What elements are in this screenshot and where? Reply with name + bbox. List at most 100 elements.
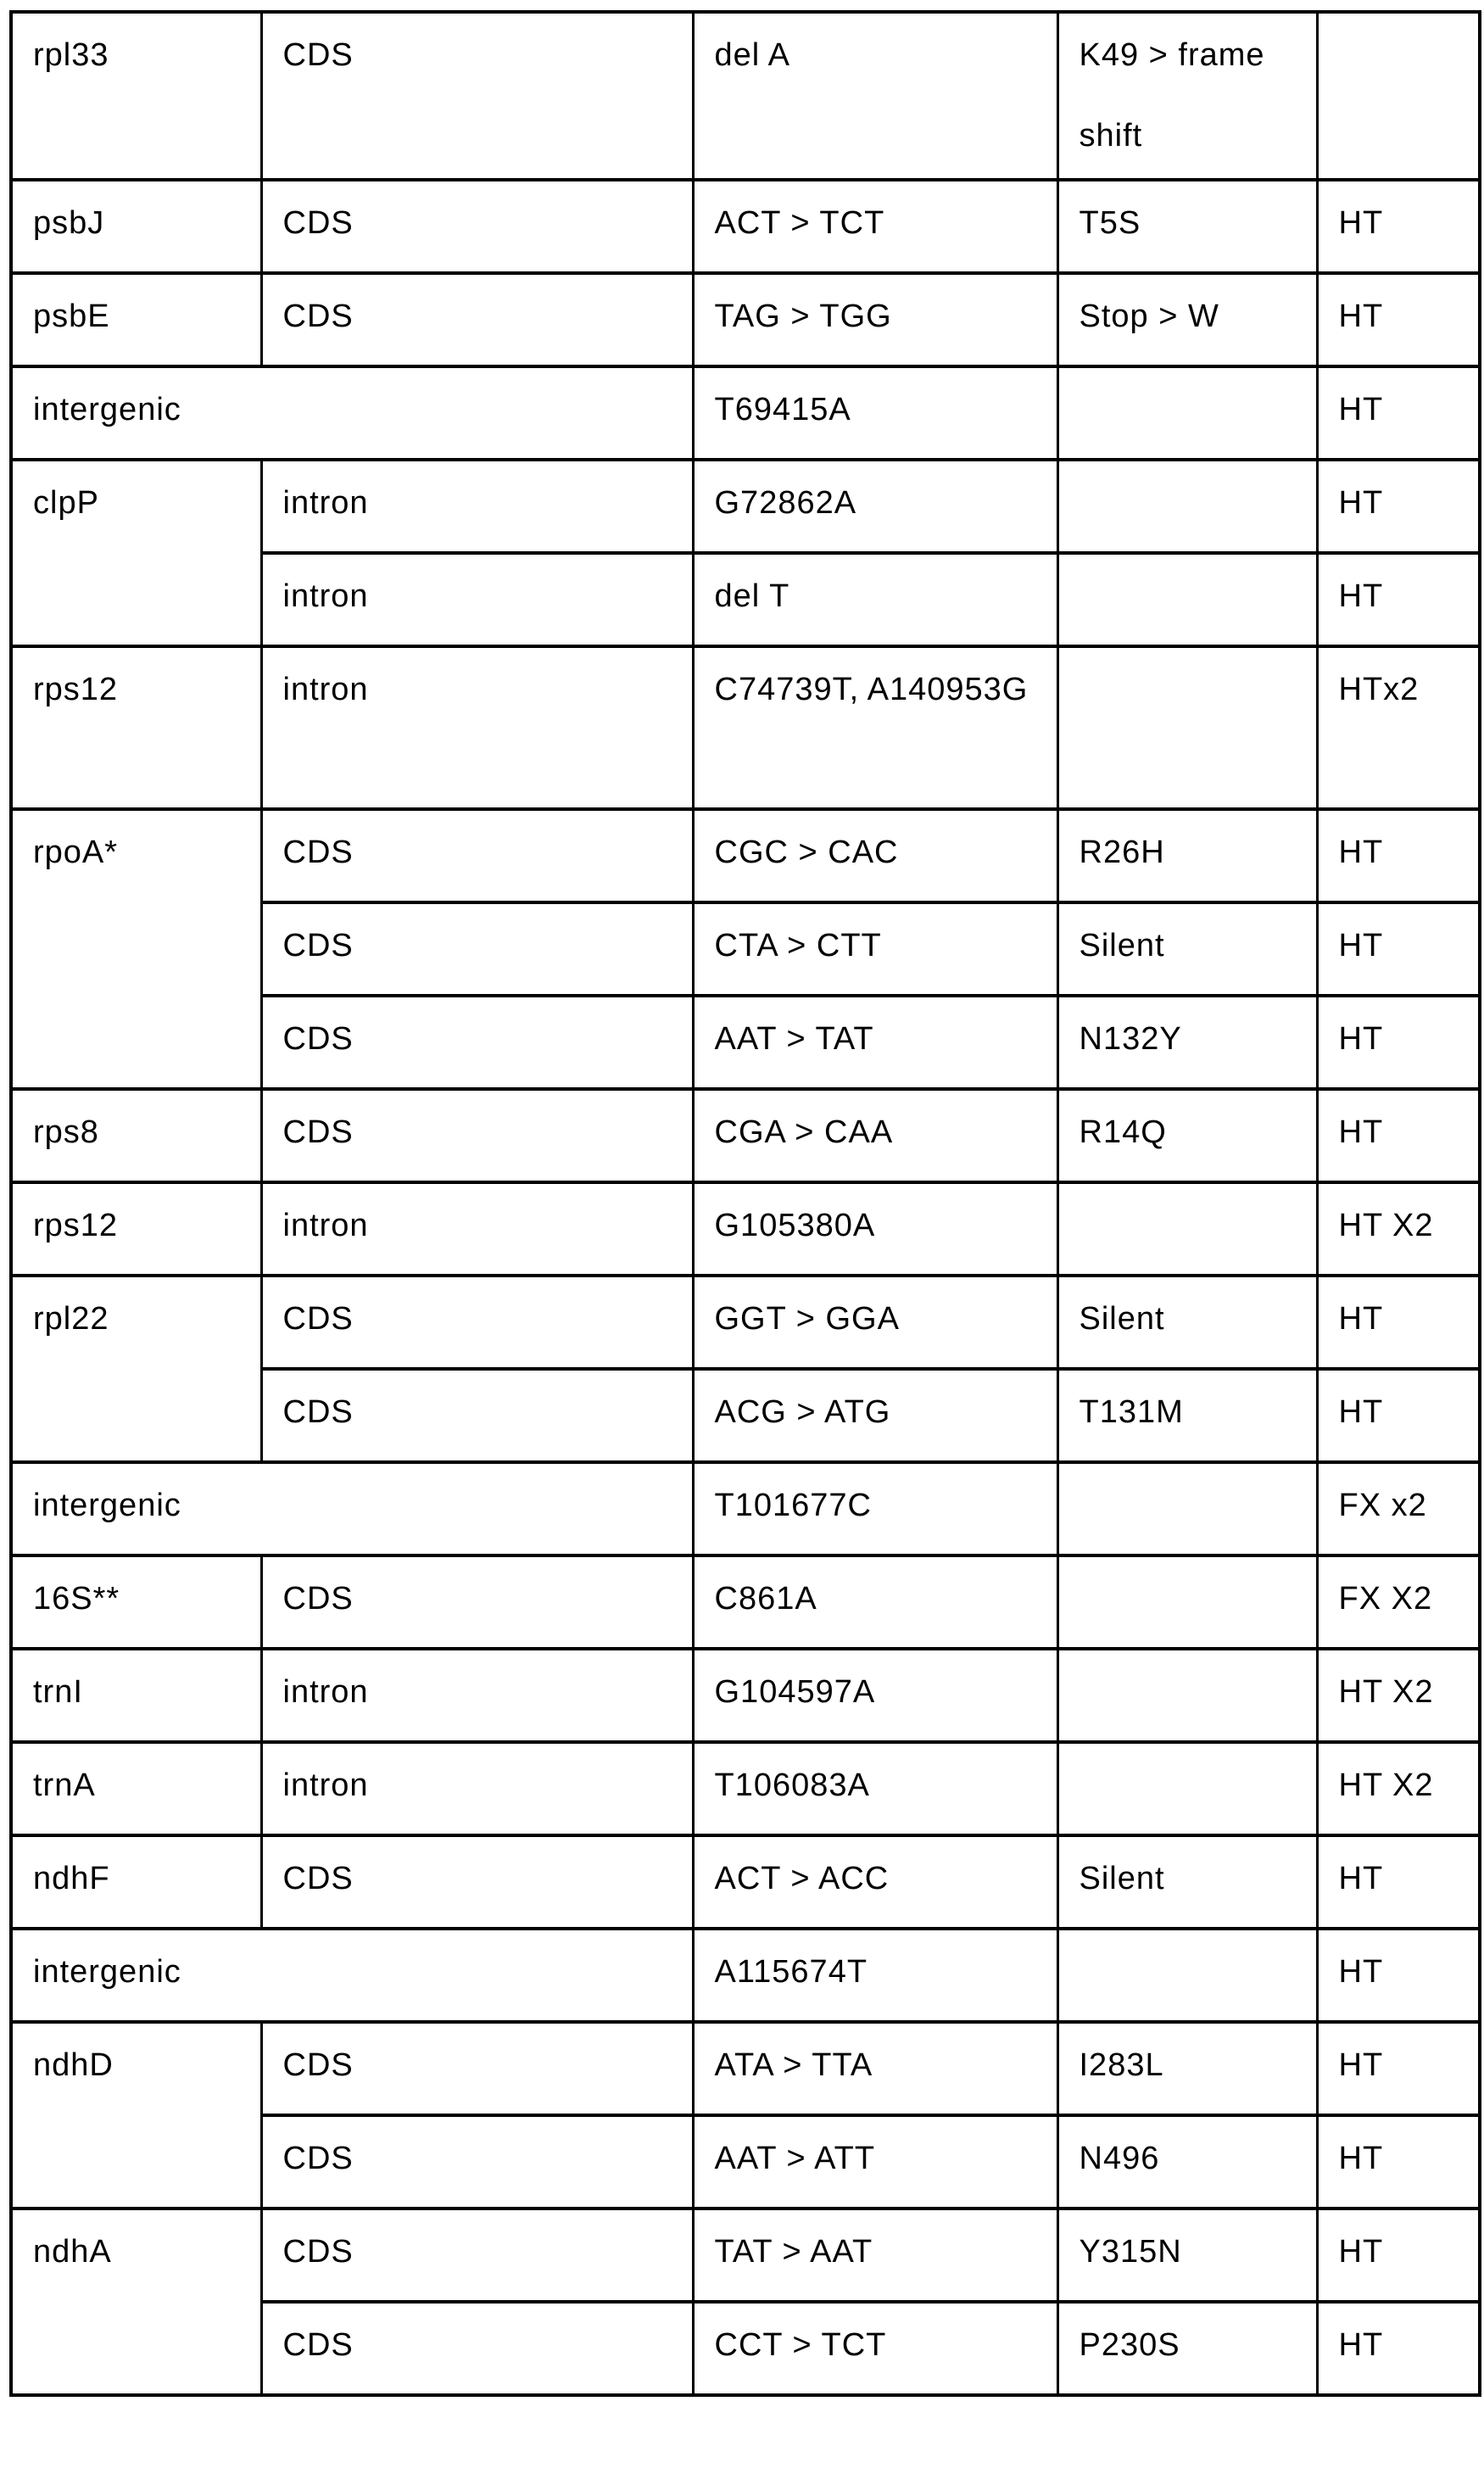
cell-effect: T5S: [1056, 178, 1319, 275]
cell-region: CDS: [259, 10, 695, 181]
table-row: rpl22 CDS GGT > GGA Silent HT: [9, 1274, 1481, 1464]
table-row: rps12 intron G105380A HT X2: [9, 1181, 1481, 1277]
table-row: 16S** CDS C861A FX X2: [9, 1554, 1481, 1650]
cell-region: CDS: [259, 2300, 695, 2397]
cell-mutation: T69415A: [691, 365, 1059, 461]
cell-status: HT: [1315, 271, 1481, 368]
cell-mutation: ATA > TTA: [691, 2020, 1059, 2117]
table-row: psbJ CDS ACT > TCT T5S HT: [9, 178, 1481, 275]
table-row: rpoA* CDS CGC > CAC R26H HT: [9, 807, 1481, 1091]
cell-mutation: ACT > TCT: [691, 178, 1059, 275]
cell-mutation: GGT > GGA: [691, 1274, 1059, 1371]
cell-status: HT: [1315, 994, 1481, 1091]
cell-mutation: G105380A: [691, 1181, 1059, 1277]
cell-status: HT X2: [1315, 1740, 1481, 1837]
cell-status: HT: [1315, 807, 1481, 904]
cell-region: CDS: [259, 2207, 695, 2304]
table-row: CDS ACG > ATG T131M HT: [11, 1367, 1481, 1464]
cell-region: CDS: [259, 1367, 695, 1464]
table-row: trnA intron T106083A HT X2: [9, 1740, 1481, 1837]
cell-region: CDS: [259, 1834, 695, 1930]
cell-effect: Y315N: [1056, 2207, 1319, 2304]
cell-status: HT: [1315, 1834, 1481, 1930]
cell-effect: R26H: [1056, 807, 1319, 904]
cell-effect: [1056, 1740, 1319, 1837]
table-row: CDS CTA > CTT Silent HT: [11, 901, 1481, 997]
cell-effect: Silent: [1056, 1274, 1319, 1371]
cell-gene: trnI: [9, 1647, 263, 1744]
table-row: ndhF CDS ACT > ACC Silent HT: [9, 1834, 1481, 1930]
cell-gene: rps12: [9, 1181, 263, 1277]
table-row: clpP intron G72862A HT: [9, 458, 1481, 648]
cell-gene: clpP: [9, 458, 263, 648]
cell-mutation: G72862A: [691, 458, 1059, 555]
gene-mutation-table-container: rpl33 CDS del A K49 > frame shift psbJ C…: [9, 10, 1481, 2397]
cell-effect: [1056, 1554, 1319, 1650]
cell-region: CDS: [259, 2020, 695, 2117]
table-row: intergenic T101677C FX x2: [9, 1460, 1481, 1557]
cell-region: CDS: [259, 1554, 695, 1650]
cell-gene: psbE: [9, 271, 263, 368]
cell-gene: rpl22: [9, 1274, 263, 1464]
cell-effect: [1056, 551, 1319, 648]
cell-gene: intergenic: [9, 1927, 695, 2024]
table-row: intergenic T69415A HT: [9, 365, 1481, 461]
cell-status: HT: [1315, 1367, 1481, 1464]
cell-status: HT: [1315, 1274, 1481, 1371]
cell-gene: 16S**: [9, 1554, 263, 1650]
cell-status: HT: [1315, 2020, 1481, 2117]
cell-effect: R14Q: [1056, 1087, 1319, 1184]
table-row: CDS CCT > TCT P230S HT: [11, 2300, 1481, 2397]
table-row: ndhA CDS TAT > AAT Y315N HT: [9, 2207, 1481, 2397]
cell-status: HT X2: [1315, 1181, 1481, 1277]
cell-mutation: ACG > ATG: [691, 1367, 1059, 1464]
cell-status: HT: [1315, 458, 1481, 555]
cell-gene: ndhA: [9, 2207, 263, 2397]
cell-region: CDS: [259, 2114, 695, 2210]
cell-mutation: del A: [691, 10, 1059, 181]
cell-region: CDS: [259, 901, 695, 997]
cell-mutation: G104597A: [691, 1647, 1059, 1744]
cell-gene: intergenic: [9, 1460, 695, 1557]
cell-status: HT: [1315, 901, 1481, 997]
cell-effect: Stop > W: [1056, 271, 1319, 368]
cell-status: FX x2: [1315, 1460, 1481, 1557]
cell-mutation: T101677C: [691, 1460, 1059, 1557]
cell-status: HT: [1315, 2207, 1481, 2304]
cell-gene: ndhD: [9, 2020, 263, 2210]
table-row: CDS AAT > TAT N132Y HT: [11, 994, 1481, 1091]
cell-effect: T131M: [1056, 1367, 1319, 1464]
cell-region: CDS: [259, 807, 695, 904]
cell-status: [1315, 10, 1481, 181]
cell-status: HT: [1315, 1927, 1481, 2024]
cell-effect: [1056, 1647, 1319, 1744]
cell-mutation: AAT > ATT: [691, 2114, 1059, 2210]
cell-gene: rpoA*: [9, 807, 263, 1091]
cell-effect: N132Y: [1056, 994, 1319, 1091]
gene-mutation-table: rpl33 CDS del A K49 > frame shift psbJ C…: [9, 10, 1481, 2397]
cell-gene: rps8: [9, 1087, 263, 1184]
cell-mutation: CGC > CAC: [691, 807, 1059, 904]
cell-region: intron: [259, 458, 695, 555]
cell-mutation: CTA > CTT: [691, 901, 1059, 997]
table-row: intron del T HT: [11, 551, 1481, 648]
cell-status: HT: [1315, 2114, 1481, 2210]
cell-gene: rpl33: [9, 10, 263, 181]
cell-mutation: del T: [691, 551, 1059, 648]
cell-mutation: C74739T, A140953G: [691, 645, 1059, 811]
table-row: intergenic A115674T HT: [9, 1927, 1481, 2024]
cell-mutation: TAT > AAT: [691, 2207, 1059, 2304]
cell-mutation: C861A: [691, 1554, 1059, 1650]
cell-mutation: CCT > TCT: [691, 2300, 1059, 2397]
cell-region: intron: [259, 1740, 695, 1837]
cell-status: HT: [1315, 551, 1481, 648]
cell-region: CDS: [259, 1274, 695, 1371]
cell-effect: [1056, 1181, 1319, 1277]
cell-mutation: T106083A: [691, 1740, 1059, 1837]
cell-region: intron: [259, 1181, 695, 1277]
cell-gene: rps12: [9, 645, 263, 811]
cell-mutation: A115674T: [691, 1927, 1059, 2024]
table-row: psbE CDS TAG > TGG Stop > W HT: [9, 271, 1481, 368]
cell-status: HTx2: [1315, 645, 1481, 811]
